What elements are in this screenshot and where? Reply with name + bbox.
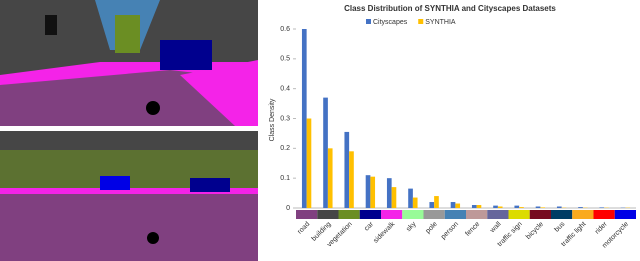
class-color-swatch (529, 210, 551, 219)
legend-label: SYNTHIA (425, 19, 456, 26)
class-color-swatch (551, 210, 573, 219)
class-color-swatch (508, 210, 530, 219)
bar (540, 207, 546, 208)
bar (412, 197, 418, 208)
x-tick-label: person (440, 221, 460, 241)
bar (476, 205, 482, 208)
class-color-swatch (572, 210, 594, 219)
bar (434, 196, 439, 208)
bar (306, 118, 312, 208)
segmentation-image-bottom (0, 131, 258, 261)
class-color-swatch (444, 210, 466, 219)
class-color-swatch (338, 210, 360, 219)
x-tick-label: road (296, 221, 311, 236)
bar (493, 205, 498, 208)
class-color-swatch (593, 210, 615, 219)
class-color-swatch (466, 210, 488, 219)
bar (344, 131, 350, 208)
x-tick-label: car (363, 220, 375, 232)
bar (519, 207, 524, 208)
x-tick-label: pole (425, 221, 439, 235)
bar (391, 187, 397, 208)
bar (471, 205, 477, 208)
x-tick-label: rider (594, 220, 609, 235)
x-tick-label: wall (488, 220, 502, 234)
class-color-swatch (423, 210, 445, 219)
bar (556, 206, 562, 208)
legend-swatch (418, 19, 424, 24)
y-axis-label: Class Density (269, 98, 276, 141)
y-tick-label: 0.3 (280, 115, 290, 122)
class-color-swatch (487, 210, 509, 219)
bar (514, 205, 520, 208)
bar (578, 207, 583, 208)
y-tick-label: 0 (286, 205, 290, 212)
bar (370, 176, 376, 208)
bar (365, 175, 371, 208)
bar (301, 29, 307, 208)
class-color-swatch (402, 210, 424, 219)
class-color-swatch (317, 210, 339, 219)
bar (327, 148, 333, 208)
class-color-swatch (296, 210, 318, 219)
y-tick-label: 0.4 (280, 86, 290, 93)
y-tick-label: 0.6 (280, 26, 290, 33)
legend-swatch (366, 19, 371, 24)
bar (535, 206, 541, 208)
bar (497, 206, 503, 208)
x-tick-label: bicycle (525, 221, 545, 241)
class-color-swatch (614, 210, 636, 219)
x-tick-label: fence (464, 221, 481, 238)
x-tick-label: bus (553, 220, 566, 233)
y-tick-label: 0.1 (280, 175, 290, 182)
y-tick-label: 0.2 (280, 145, 290, 152)
bar (450, 202, 456, 208)
bar (349, 151, 354, 208)
x-tick-label: sky (405, 220, 418, 233)
bar (386, 178, 392, 208)
bar (408, 188, 413, 208)
bar (429, 202, 435, 208)
y-tick-label: 0.5 (280, 56, 290, 63)
bar (323, 97, 328, 208)
bar (455, 203, 461, 208)
chart-title: Class Distribution of SYNTHIA and Citysc… (344, 4, 556, 13)
legend-label: Cityscapes (373, 19, 408, 26)
class-color-swatch (381, 210, 403, 219)
class-color-swatch (359, 210, 381, 219)
bar (599, 207, 605, 208)
x-tick-label: sidewalk (372, 220, 396, 244)
segmentation-image-top (0, 0, 258, 126)
